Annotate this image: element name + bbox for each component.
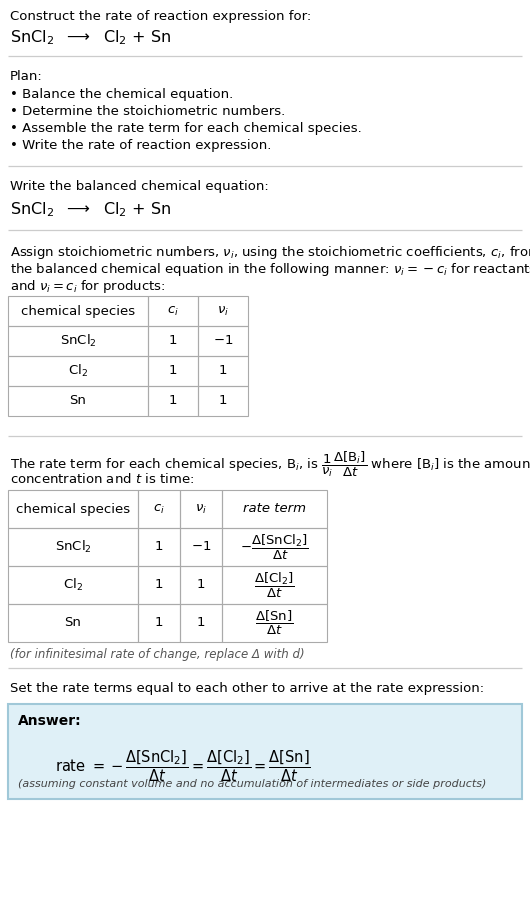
Text: $\dfrac{\Delta[\mathrm{Sn}]}{\Delta t}$: $\dfrac{\Delta[\mathrm{Sn}]}{\Delta t}$ (255, 609, 294, 637)
Text: $c_i$: $c_i$ (153, 502, 165, 516)
Text: Assign stoichiometric numbers, $\nu_i$, using the stoichiometric coefficients, $: Assign stoichiometric numbers, $\nu_i$, … (10, 244, 530, 261)
Text: $-1$: $-1$ (213, 335, 233, 348)
Bar (148, 356, 198, 386)
Text: Write the balanced chemical equation:: Write the balanced chemical equation: (10, 180, 269, 193)
Text: (for infinitesimal rate of change, replace Δ with d): (for infinitesimal rate of change, repla… (10, 648, 305, 661)
Bar (8, 604, 138, 642)
Text: $c_i$: $c_i$ (167, 305, 179, 318)
Text: 1: 1 (219, 365, 227, 378)
Text: Sn: Sn (69, 395, 86, 408)
Bar (180, 490, 222, 528)
Bar (180, 566, 222, 604)
Bar (8, 490, 138, 528)
Text: concentration and $t$ is time:: concentration and $t$ is time: (10, 472, 194, 486)
Bar (8, 356, 148, 386)
Text: (assuming constant volume and no accumulation of intermediates or side products): (assuming constant volume and no accumul… (18, 779, 487, 789)
Text: SnCl$_2$: SnCl$_2$ (59, 333, 96, 349)
Bar (198, 326, 248, 356)
Text: SnCl$_2$: SnCl$_2$ (55, 539, 91, 555)
Text: $\dfrac{\Delta[\mathrm{Cl_2}]}{\Delta t}$: $\dfrac{\Delta[\mathrm{Cl_2}]}{\Delta t}… (254, 571, 295, 600)
Text: $-1$: $-1$ (191, 541, 211, 553)
Text: 1: 1 (155, 541, 163, 553)
FancyBboxPatch shape (8, 704, 522, 799)
Bar (198, 296, 248, 326)
Text: SnCl$_2$  $\longrightarrow$  Cl$_2$ + Sn: SnCl$_2$ $\longrightarrow$ Cl$_2$ + Sn (10, 28, 171, 46)
Bar (138, 490, 180, 528)
Bar (138, 566, 180, 604)
Text: SnCl$_2$  $\longrightarrow$  Cl$_2$ + Sn: SnCl$_2$ $\longrightarrow$ Cl$_2$ + Sn (10, 200, 171, 218)
Text: Construct the rate of reaction expression for:: Construct the rate of reaction expressio… (10, 10, 311, 23)
Bar (138, 528, 180, 566)
Bar (148, 326, 198, 356)
Bar (8, 566, 138, 604)
Text: Cl$_2$: Cl$_2$ (63, 577, 83, 593)
Bar (8, 386, 148, 416)
Text: 1: 1 (169, 335, 177, 348)
Text: Cl$_2$: Cl$_2$ (68, 363, 88, 379)
Bar (198, 386, 248, 416)
Text: 1: 1 (197, 579, 205, 592)
Bar (8, 528, 138, 566)
Bar (222, 490, 327, 528)
Bar (222, 604, 327, 642)
Bar (222, 528, 327, 566)
Text: chemical species: chemical species (16, 502, 130, 515)
Text: Answer:: Answer: (18, 714, 82, 728)
Bar (222, 566, 327, 604)
Text: and $\nu_i = c_i$ for products:: and $\nu_i = c_i$ for products: (10, 278, 165, 295)
Text: $\nu_i$: $\nu_i$ (195, 502, 207, 516)
Text: 1: 1 (169, 395, 177, 408)
Bar (8, 296, 148, 326)
Text: $\nu_i$: $\nu_i$ (217, 305, 229, 318)
Bar (8, 326, 148, 356)
Text: • Balance the chemical equation.: • Balance the chemical equation. (10, 88, 233, 101)
Text: 1: 1 (197, 616, 205, 630)
Text: chemical species: chemical species (21, 305, 135, 318)
Bar (180, 604, 222, 642)
Text: $-\dfrac{\Delta[\mathrm{SnCl_2}]}{\Delta t}$: $-\dfrac{\Delta[\mathrm{SnCl_2}]}{\Delta… (240, 532, 309, 561)
Text: Set the rate terms equal to each other to arrive at the rate expression:: Set the rate terms equal to each other t… (10, 682, 484, 695)
Text: 1: 1 (155, 579, 163, 592)
Text: the balanced chemical equation in the following manner: $\nu_i = -c_i$ for react: the balanced chemical equation in the fo… (10, 261, 530, 278)
Bar (138, 604, 180, 642)
Text: • Assemble the rate term for each chemical species.: • Assemble the rate term for each chemic… (10, 122, 362, 135)
Bar (180, 528, 222, 566)
Text: 1: 1 (169, 365, 177, 378)
Text: • Write the rate of reaction expression.: • Write the rate of reaction expression. (10, 139, 271, 152)
Text: Sn: Sn (65, 616, 82, 630)
Text: 1: 1 (155, 616, 163, 630)
Bar (148, 386, 198, 416)
Bar (198, 356, 248, 386)
Bar (148, 296, 198, 326)
Text: rate $= -\dfrac{\Delta[\mathrm{SnCl_2}]}{\Delta t} = \dfrac{\Delta[\mathrm{Cl_2}: rate $= -\dfrac{\Delta[\mathrm{SnCl_2}]}… (55, 748, 311, 784)
Text: rate term: rate term (243, 502, 306, 515)
Text: • Determine the stoichiometric numbers.: • Determine the stoichiometric numbers. (10, 105, 285, 118)
Text: Plan:: Plan: (10, 70, 43, 83)
Text: 1: 1 (219, 395, 227, 408)
Text: The rate term for each chemical species, B$_i$, is $\dfrac{1}{\nu_i}\dfrac{\Delt: The rate term for each chemical species,… (10, 450, 530, 480)
